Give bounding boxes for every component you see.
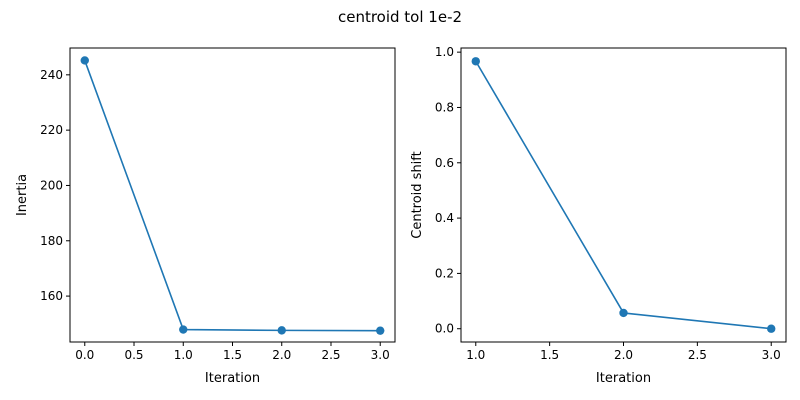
- inertia-y-tick-label: 220: [40, 123, 63, 137]
- centroid-shift-y-tick-label: 1.0: [435, 45, 454, 59]
- inertia-x-tick-label: 2.0: [272, 348, 291, 362]
- inertia-y-tick-label: 180: [40, 234, 63, 248]
- inertia-data-point: [277, 326, 286, 335]
- centroid-shift-x-tick-label: 2.0: [614, 348, 633, 362]
- inertia-x-tick-label: 2.5: [321, 348, 340, 362]
- inertia-x-tick-label: 0.0: [75, 348, 94, 362]
- inertia-data-point: [376, 326, 385, 335]
- centroid-shift-x-tick-label: 1.0: [466, 348, 485, 362]
- inertia-x-axis-label: Iteration: [205, 371, 260, 386]
- centroid-shift-x-tick-label: 1.5: [540, 348, 559, 362]
- centroid-shift-panel: 1.0 1.5 2.0 2.5 3.0 0.0 0.2 0.4 0.6 0.8 1.0 Iterati…: [410, 45, 787, 386]
- inertia-y-tick-label: 240: [40, 68, 63, 82]
- centroid-shift-data-point: [619, 308, 628, 318]
- inertia-y-tick-label: 200: [40, 178, 63, 192]
- inertia-x-tick-label: 1.0: [174, 348, 193, 362]
- centroid-shift-y-tick-label: 0.4: [435, 211, 454, 225]
- centroid-shift-data-point: [767, 324, 776, 333]
- centroid-shift-y-tick-label: 0.0: [435, 322, 454, 336]
- centroid-shift-y-axis-label: Centroid shift: [410, 151, 425, 239]
- inertia-x-tick-label: 0.5: [124, 348, 143, 362]
- inertia-x-tick-label: 3.0: [371, 348, 390, 362]
- centroid-shift-x-tick-label: 3.0: [762, 348, 781, 362]
- inertia-x-tick-label: 1.5: [223, 348, 242, 362]
- inertia-data-point: [179, 325, 188, 334]
- centroid-shift-y-tick-label: 0.2: [435, 266, 454, 280]
- inertia-panel: 0.0 0.5 1.0 1.5 2.0 2.5 3.0 160 180 200 220 240 Iter…: [15, 47, 396, 386]
- inertia-data-point: [80, 56, 89, 65]
- centroid-shift-x-tick-label: 2.5: [688, 348, 707, 362]
- inertia-y-tick-label: 160: [40, 289, 63, 303]
- centroid-shift-x-axis-label: Iteration: [596, 371, 651, 386]
- centroid-shift-y-tick-label: 0.6: [435, 156, 454, 170]
- centroid-shift-y-tick-label: 0.8: [435, 100, 454, 114]
- figure-title: centroid tol 1e-2: [338, 8, 462, 26]
- centroid-shift-data-point: [471, 57, 480, 66]
- inertia-y-axis-label: Inertia: [15, 174, 30, 216]
- chart-panels: 0.0 0.5 1.0 1.5 2.0 2.5 3.0 160 180 200 220 240 Iter…: [15, 45, 787, 386]
- inertia-series-line: [84, 60, 381, 332]
